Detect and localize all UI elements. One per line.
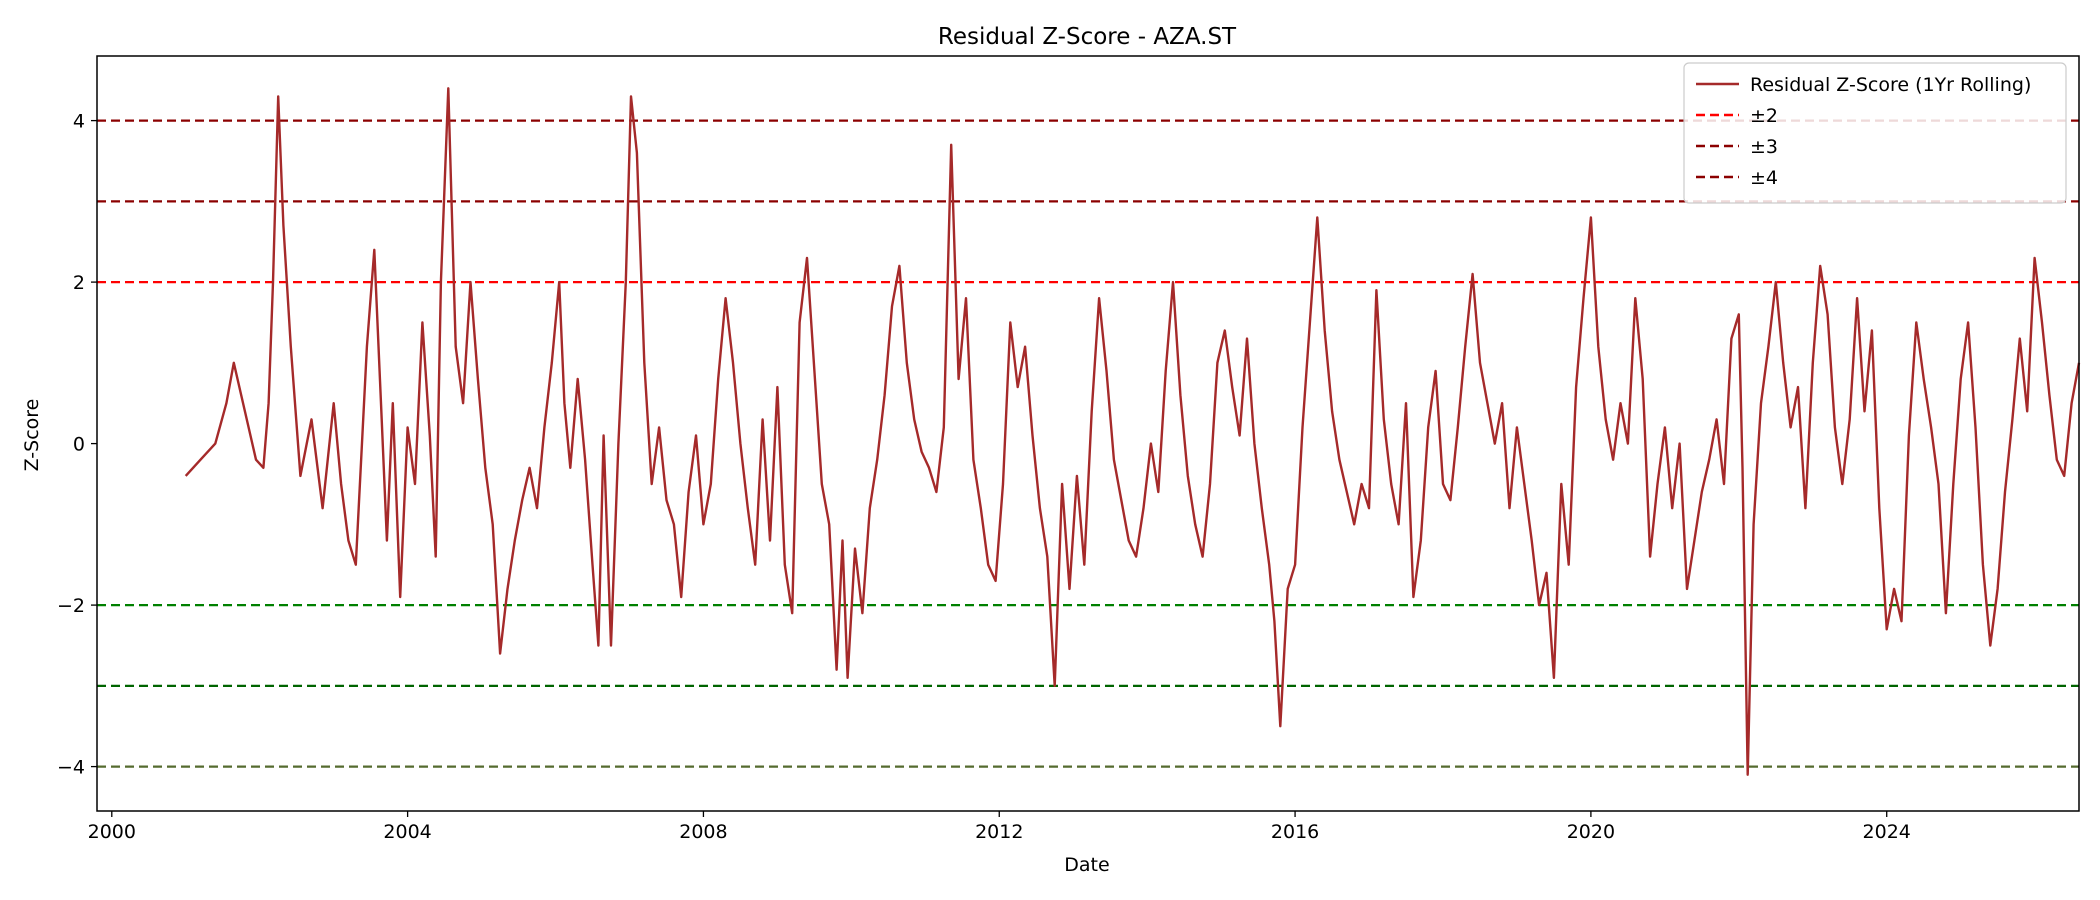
legend-label: Residual Z-Score (1Yr Rolling): [1750, 74, 2031, 96]
x-tick-label: 2020: [1567, 821, 1615, 843]
y-tick-label: 2: [73, 272, 85, 294]
series-group: [184, 87, 2081, 776]
legend-label: ±3: [1750, 136, 1778, 158]
x-axis: 2000 2004 2008 2012 2016 2020 2024: [88, 811, 1911, 843]
y-axis-label: Z-Score: [21, 399, 43, 472]
legend-box: [1683, 62, 2067, 204]
reference-lines: [97, 119, 2079, 768]
legend-label: ±4: [1750, 167, 1778, 189]
series-line: [184, 87, 2081, 776]
x-tick-label: 2016: [1271, 821, 1319, 843]
y-tick-label: 0: [73, 434, 85, 456]
chart-title: Residual Z-Score - AZA.ST: [938, 24, 1237, 50]
y-tick-label: −2: [57, 595, 85, 617]
x-tick-label: 2004: [383, 821, 431, 843]
x-tick-label: 2008: [679, 821, 727, 843]
y-tick-label: 4: [73, 111, 85, 133]
x-tick-label: 2000: [88, 821, 136, 843]
axes-frame: [96, 55, 2080, 812]
y-axis: −4 −2 0 2 4: [57, 111, 97, 779]
x-axis-label: Date: [1064, 854, 1109, 876]
legend-label: ±2: [1750, 105, 1778, 127]
legend: Residual Z-Score (1Yr Rolling) ±2 ±3 ±4: [1683, 62, 2067, 204]
x-tick-label: 2024: [1863, 821, 1911, 843]
y-tick-label: −4: [57, 757, 85, 779]
x-tick-label: 2012: [975, 821, 1023, 843]
